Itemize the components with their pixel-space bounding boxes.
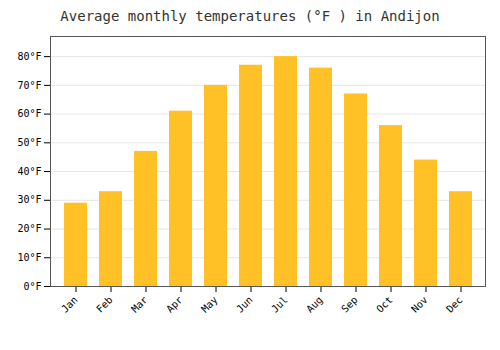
svg-text:Nov: Nov [409,294,430,315]
html-text:Average monthly temperatures (: Average monthly temperatures (°F ) in An… [60,8,440,24]
svg-text:Oct: Oct [374,294,395,315]
svg-text:20°F: 20°F [17,223,41,234]
svg-text:10°F: 10°F [17,252,41,263]
svg-text:Mar: Mar [129,294,150,315]
svg-text:80°F: 80°F [17,51,41,62]
svg-text:40°F: 40°F [17,166,41,177]
svg-text:Jul: Jul [269,294,290,315]
svg-text:30°F: 30°F [17,194,41,205]
svg-text:50°F: 50°F [17,137,41,148]
svg-text:May: May [199,294,220,315]
svg-text:Jan: Jan [59,294,80,315]
svg-text:Apr: Apr [164,294,185,315]
svg-text:60°F: 60°F [17,108,41,119]
svg-text:Jun: Jun [234,294,255,315]
svg-text:70°F: 70°F [17,80,41,91]
svg-text:Aug: Aug [304,294,325,315]
svg-text:0°F: 0°F [23,281,41,292]
svg-text:Feb: Feb [94,294,115,315]
svg-text:Sep: Sep [339,294,360,315]
svg-text:Dec: Dec [444,294,465,315]
